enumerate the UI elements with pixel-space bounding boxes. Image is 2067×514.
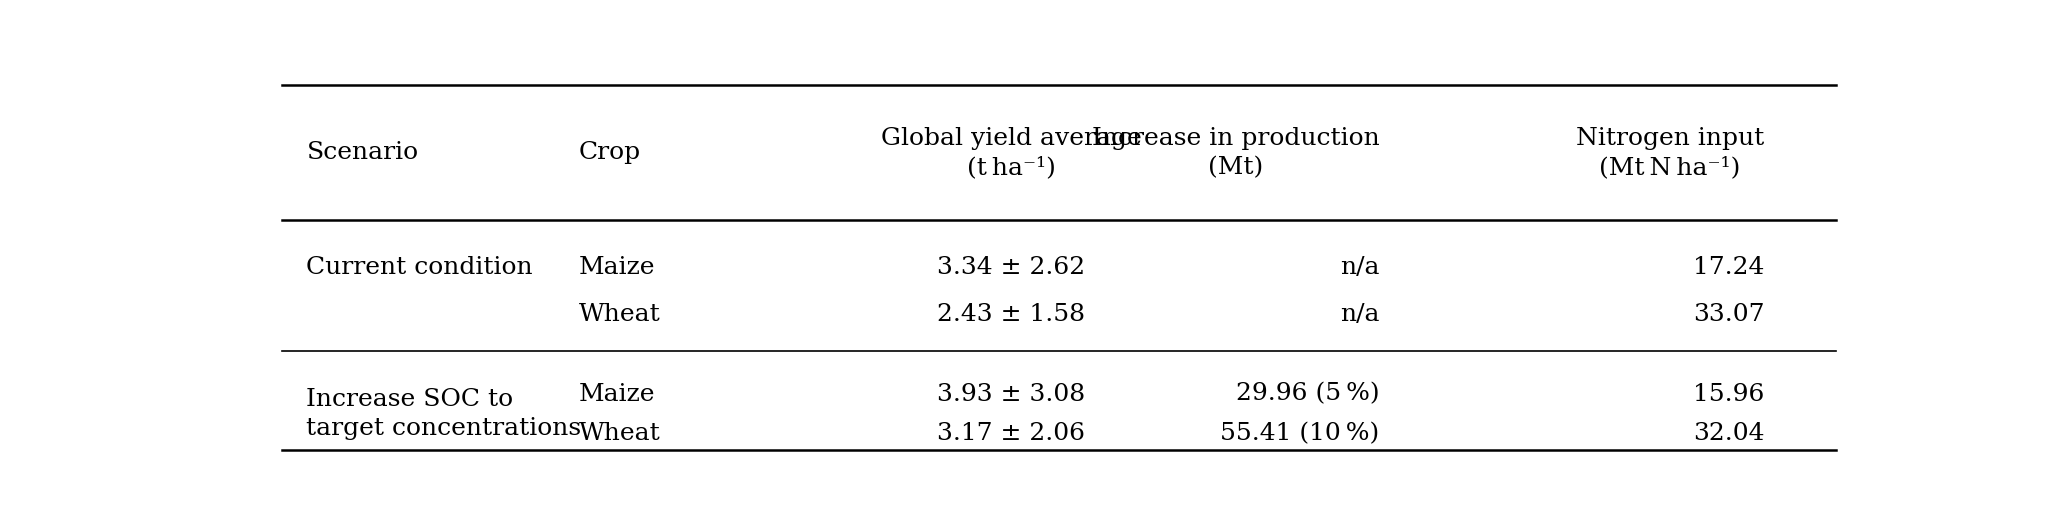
Text: n/a: n/a bbox=[1339, 256, 1379, 279]
Text: Wheat: Wheat bbox=[579, 303, 661, 326]
Text: 2.43 ± 1.58: 2.43 ± 1.58 bbox=[936, 303, 1085, 326]
Text: 32.04: 32.04 bbox=[1693, 422, 1763, 445]
Text: Maize: Maize bbox=[579, 382, 655, 406]
Text: 29.96 (5 %): 29.96 (5 %) bbox=[1236, 382, 1379, 406]
Text: 15.96: 15.96 bbox=[1693, 382, 1763, 406]
Text: 3.93 ± 3.08: 3.93 ± 3.08 bbox=[936, 382, 1085, 406]
Text: Scenario: Scenario bbox=[306, 141, 418, 164]
Text: Increase in production
(Mt): Increase in production (Mt) bbox=[1091, 126, 1379, 179]
Text: Global yield average
(t ha⁻¹): Global yield average (t ha⁻¹) bbox=[881, 126, 1141, 179]
Text: n/a: n/a bbox=[1339, 303, 1379, 326]
Text: Increase SOC to
target concentrations: Increase SOC to target concentrations bbox=[306, 388, 581, 440]
Text: Nitrogen input
(Mt N ha⁻¹): Nitrogen input (Mt N ha⁻¹) bbox=[1575, 126, 1763, 179]
Text: Wheat: Wheat bbox=[579, 422, 661, 445]
Text: 3.34 ± 2.62: 3.34 ± 2.62 bbox=[936, 256, 1085, 279]
Text: 17.24: 17.24 bbox=[1693, 256, 1763, 279]
Text: 33.07: 33.07 bbox=[1693, 303, 1763, 326]
Text: 55.41 (10 %): 55.41 (10 %) bbox=[1220, 422, 1379, 445]
Text: Crop: Crop bbox=[579, 141, 641, 164]
Text: Maize: Maize bbox=[579, 256, 655, 279]
Text: 3.17 ± 2.06: 3.17 ± 2.06 bbox=[936, 422, 1085, 445]
Text: Current condition: Current condition bbox=[306, 256, 533, 279]
